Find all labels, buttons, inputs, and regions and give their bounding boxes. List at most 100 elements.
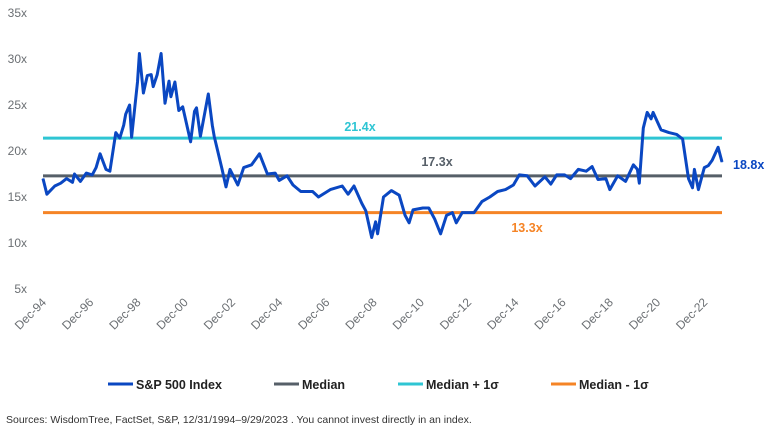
sp500-point bbox=[178, 110, 180, 112]
end-value-label: 18.8x bbox=[733, 158, 764, 172]
sp500-point bbox=[79, 180, 81, 182]
sp500-point bbox=[152, 86, 154, 88]
sp500-point bbox=[85, 172, 87, 174]
sp500-point bbox=[688, 178, 690, 180]
sp500-point bbox=[156, 74, 158, 76]
sp500-point bbox=[564, 174, 566, 176]
y-tick-label: 25x bbox=[8, 98, 27, 112]
sp500-point bbox=[505, 189, 507, 191]
sp500-point bbox=[105, 168, 107, 170]
sp500-point bbox=[54, 185, 56, 187]
line-value-label: 13.3x bbox=[511, 221, 542, 235]
x-tick-label: Dec-08 bbox=[343, 295, 380, 332]
sp500-point bbox=[721, 161, 723, 163]
sp500-point bbox=[422, 207, 424, 209]
sp500-point bbox=[625, 180, 627, 182]
sp500-point bbox=[408, 222, 410, 224]
y-tick-label: 20x bbox=[8, 144, 27, 158]
sp500-point bbox=[125, 113, 127, 115]
sp500-point bbox=[481, 201, 483, 203]
sp500-point bbox=[556, 174, 558, 176]
sp500-point bbox=[300, 190, 302, 192]
sp500-point bbox=[312, 190, 314, 192]
sp500-point bbox=[258, 153, 260, 155]
sp500-point bbox=[512, 184, 514, 186]
sp500-point bbox=[229, 168, 231, 170]
sp500-point bbox=[182, 106, 184, 108]
sp500-point bbox=[697, 189, 699, 191]
sp500-point bbox=[526, 175, 528, 177]
sp500-point bbox=[717, 146, 719, 148]
x-tick-label: Dec-16 bbox=[531, 295, 568, 332]
sp500-point bbox=[329, 189, 331, 191]
y-tick-label: 15x bbox=[8, 190, 27, 204]
sp500-point bbox=[650, 118, 652, 120]
sp500-point bbox=[711, 159, 713, 161]
sp500-point bbox=[682, 138, 684, 140]
sp500-point bbox=[646, 111, 648, 113]
sp500-point bbox=[428, 207, 430, 209]
x-tick-label: Dec-94 bbox=[12, 295, 49, 332]
x-tick-label: Dec-22 bbox=[673, 295, 710, 332]
sp500-point bbox=[168, 80, 170, 82]
sp500-point bbox=[146, 75, 148, 77]
sp500-point bbox=[72, 181, 74, 183]
y-tick-label: 35x bbox=[8, 6, 27, 20]
sp500-point bbox=[211, 124, 213, 126]
sp500-point bbox=[703, 167, 705, 169]
sp500-point bbox=[225, 186, 227, 188]
sp500-point bbox=[382, 196, 384, 198]
sp500-point bbox=[150, 74, 152, 76]
sp500-point bbox=[123, 124, 125, 126]
sp500-point bbox=[361, 202, 363, 204]
legend-label: Median bbox=[302, 378, 345, 392]
sp500-point bbox=[371, 236, 373, 238]
x-tick-label: Dec-98 bbox=[106, 295, 143, 332]
sp500-line bbox=[41, 52, 724, 239]
sp500-point bbox=[243, 167, 245, 169]
line-value-label: 17.3x bbox=[421, 155, 452, 169]
sp500-point bbox=[160, 52, 162, 54]
sp500-point bbox=[353, 185, 355, 187]
y-tick-label: 30x bbox=[8, 52, 27, 66]
sp500-point bbox=[199, 135, 201, 137]
sp500-point bbox=[390, 190, 392, 192]
legend-label: Median + 1σ bbox=[426, 378, 499, 392]
sp500-point bbox=[642, 127, 644, 129]
sp500-point bbox=[266, 173, 268, 175]
sp500-point bbox=[170, 96, 172, 98]
sp500-point bbox=[213, 135, 215, 137]
sp500-point bbox=[544, 176, 546, 178]
sp500-point bbox=[497, 190, 499, 192]
sp500-point bbox=[136, 81, 138, 83]
sp500-point bbox=[237, 184, 239, 186]
sp500-point bbox=[207, 93, 209, 95]
sp500-point bbox=[518, 174, 520, 176]
sp500-point bbox=[347, 193, 349, 195]
sp500-point bbox=[318, 196, 320, 198]
x-tick-label: Dec-12 bbox=[437, 295, 474, 332]
sp500-point bbox=[46, 193, 48, 195]
sp500-point bbox=[95, 167, 97, 169]
legend-item: Median + 1σ bbox=[398, 378, 499, 392]
sp500-point bbox=[404, 214, 406, 216]
sp500-point bbox=[609, 189, 611, 191]
sp500-point bbox=[691, 187, 693, 189]
sp500-point bbox=[196, 107, 198, 109]
legend-label: Median - 1σ bbox=[579, 378, 649, 392]
sp500-point bbox=[585, 170, 587, 172]
legend-label: S&P 500 Index bbox=[136, 378, 222, 392]
sp500-point bbox=[221, 168, 223, 170]
sp500-point bbox=[251, 164, 253, 166]
sp500-point bbox=[274, 172, 276, 174]
sp500-point bbox=[489, 196, 491, 198]
sp500-point bbox=[660, 129, 662, 131]
sp500-point bbox=[115, 132, 117, 134]
legend-item: Median - 1σ bbox=[551, 378, 649, 392]
legend-item: S&P 500 Index bbox=[108, 378, 222, 392]
sp500-point bbox=[286, 175, 288, 177]
sp500-point bbox=[534, 185, 536, 187]
sp500-point bbox=[138, 52, 140, 54]
x-tick-label: Dec-14 bbox=[484, 295, 521, 332]
sp500-point bbox=[91, 174, 93, 176]
